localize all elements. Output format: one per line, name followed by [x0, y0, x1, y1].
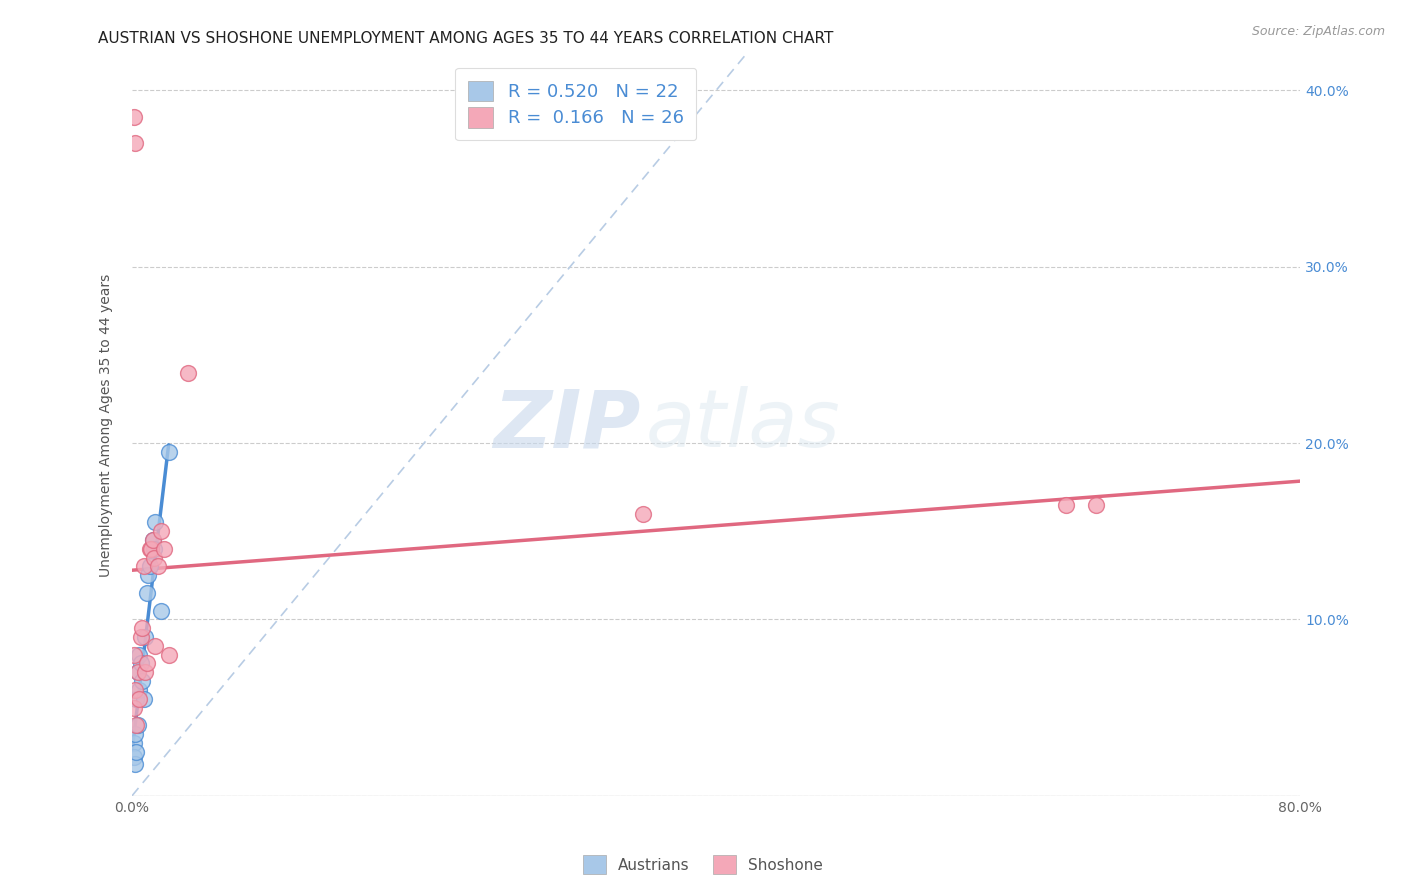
Point — [125, 718, 148, 732]
Point — [122, 750, 145, 764]
Legend: Austrians, Shoshone: Austrians, Shoshone — [576, 849, 830, 880]
Text: AUSTRIAN VS SHOSHONE UNEMPLOYMENT AMONG AGES 35 TO 44 YEARS CORRELATION CHART: AUSTRIAN VS SHOSHONE UNEMPLOYMENT AMONG … — [98, 31, 834, 46]
Point — [127, 665, 149, 680]
Point — [150, 524, 173, 539]
Point — [1056, 498, 1078, 512]
Point — [122, 648, 145, 662]
Point — [129, 630, 152, 644]
Point — [127, 665, 149, 680]
Text: atlas: atlas — [645, 386, 841, 465]
Point — [124, 136, 146, 151]
Point — [145, 639, 167, 653]
Point — [150, 603, 173, 617]
Point — [124, 682, 146, 697]
Text: ZIP: ZIP — [494, 386, 640, 465]
Point — [139, 541, 162, 556]
Point — [135, 657, 157, 671]
Point — [125, 691, 148, 706]
Point — [125, 745, 148, 759]
Point — [1084, 498, 1107, 512]
Point — [124, 727, 146, 741]
Point — [124, 756, 146, 771]
Point — [157, 445, 180, 459]
Point — [143, 550, 166, 565]
Text: Source: ZipAtlas.com: Source: ZipAtlas.com — [1251, 25, 1385, 38]
Point — [176, 366, 198, 380]
Point — [138, 559, 160, 574]
Point — [145, 516, 167, 530]
Point — [157, 648, 180, 662]
Point — [128, 648, 150, 662]
Point — [122, 736, 145, 750]
Point — [141, 533, 163, 547]
Legend: R = 0.520   N = 22, R =  0.166   N = 26: R = 0.520 N = 22, R = 0.166 N = 26 — [456, 68, 696, 140]
Point — [128, 691, 150, 706]
Point — [128, 682, 150, 697]
Point — [129, 657, 152, 671]
Point — [122, 700, 145, 714]
Point — [136, 568, 159, 582]
Point — [127, 718, 149, 732]
Point — [148, 559, 170, 574]
Point — [132, 559, 155, 574]
Point — [122, 110, 145, 124]
Point — [143, 541, 166, 556]
Point — [138, 541, 160, 556]
Point — [134, 665, 156, 680]
Point — [153, 541, 176, 556]
Point — [131, 674, 153, 689]
Point — [141, 533, 163, 547]
Point — [631, 507, 654, 521]
Point — [131, 621, 153, 635]
Point — [135, 586, 157, 600]
Y-axis label: Unemployment Among Ages 35 to 44 years: Unemployment Among Ages 35 to 44 years — [100, 274, 114, 577]
Point — [134, 630, 156, 644]
Point — [132, 691, 155, 706]
